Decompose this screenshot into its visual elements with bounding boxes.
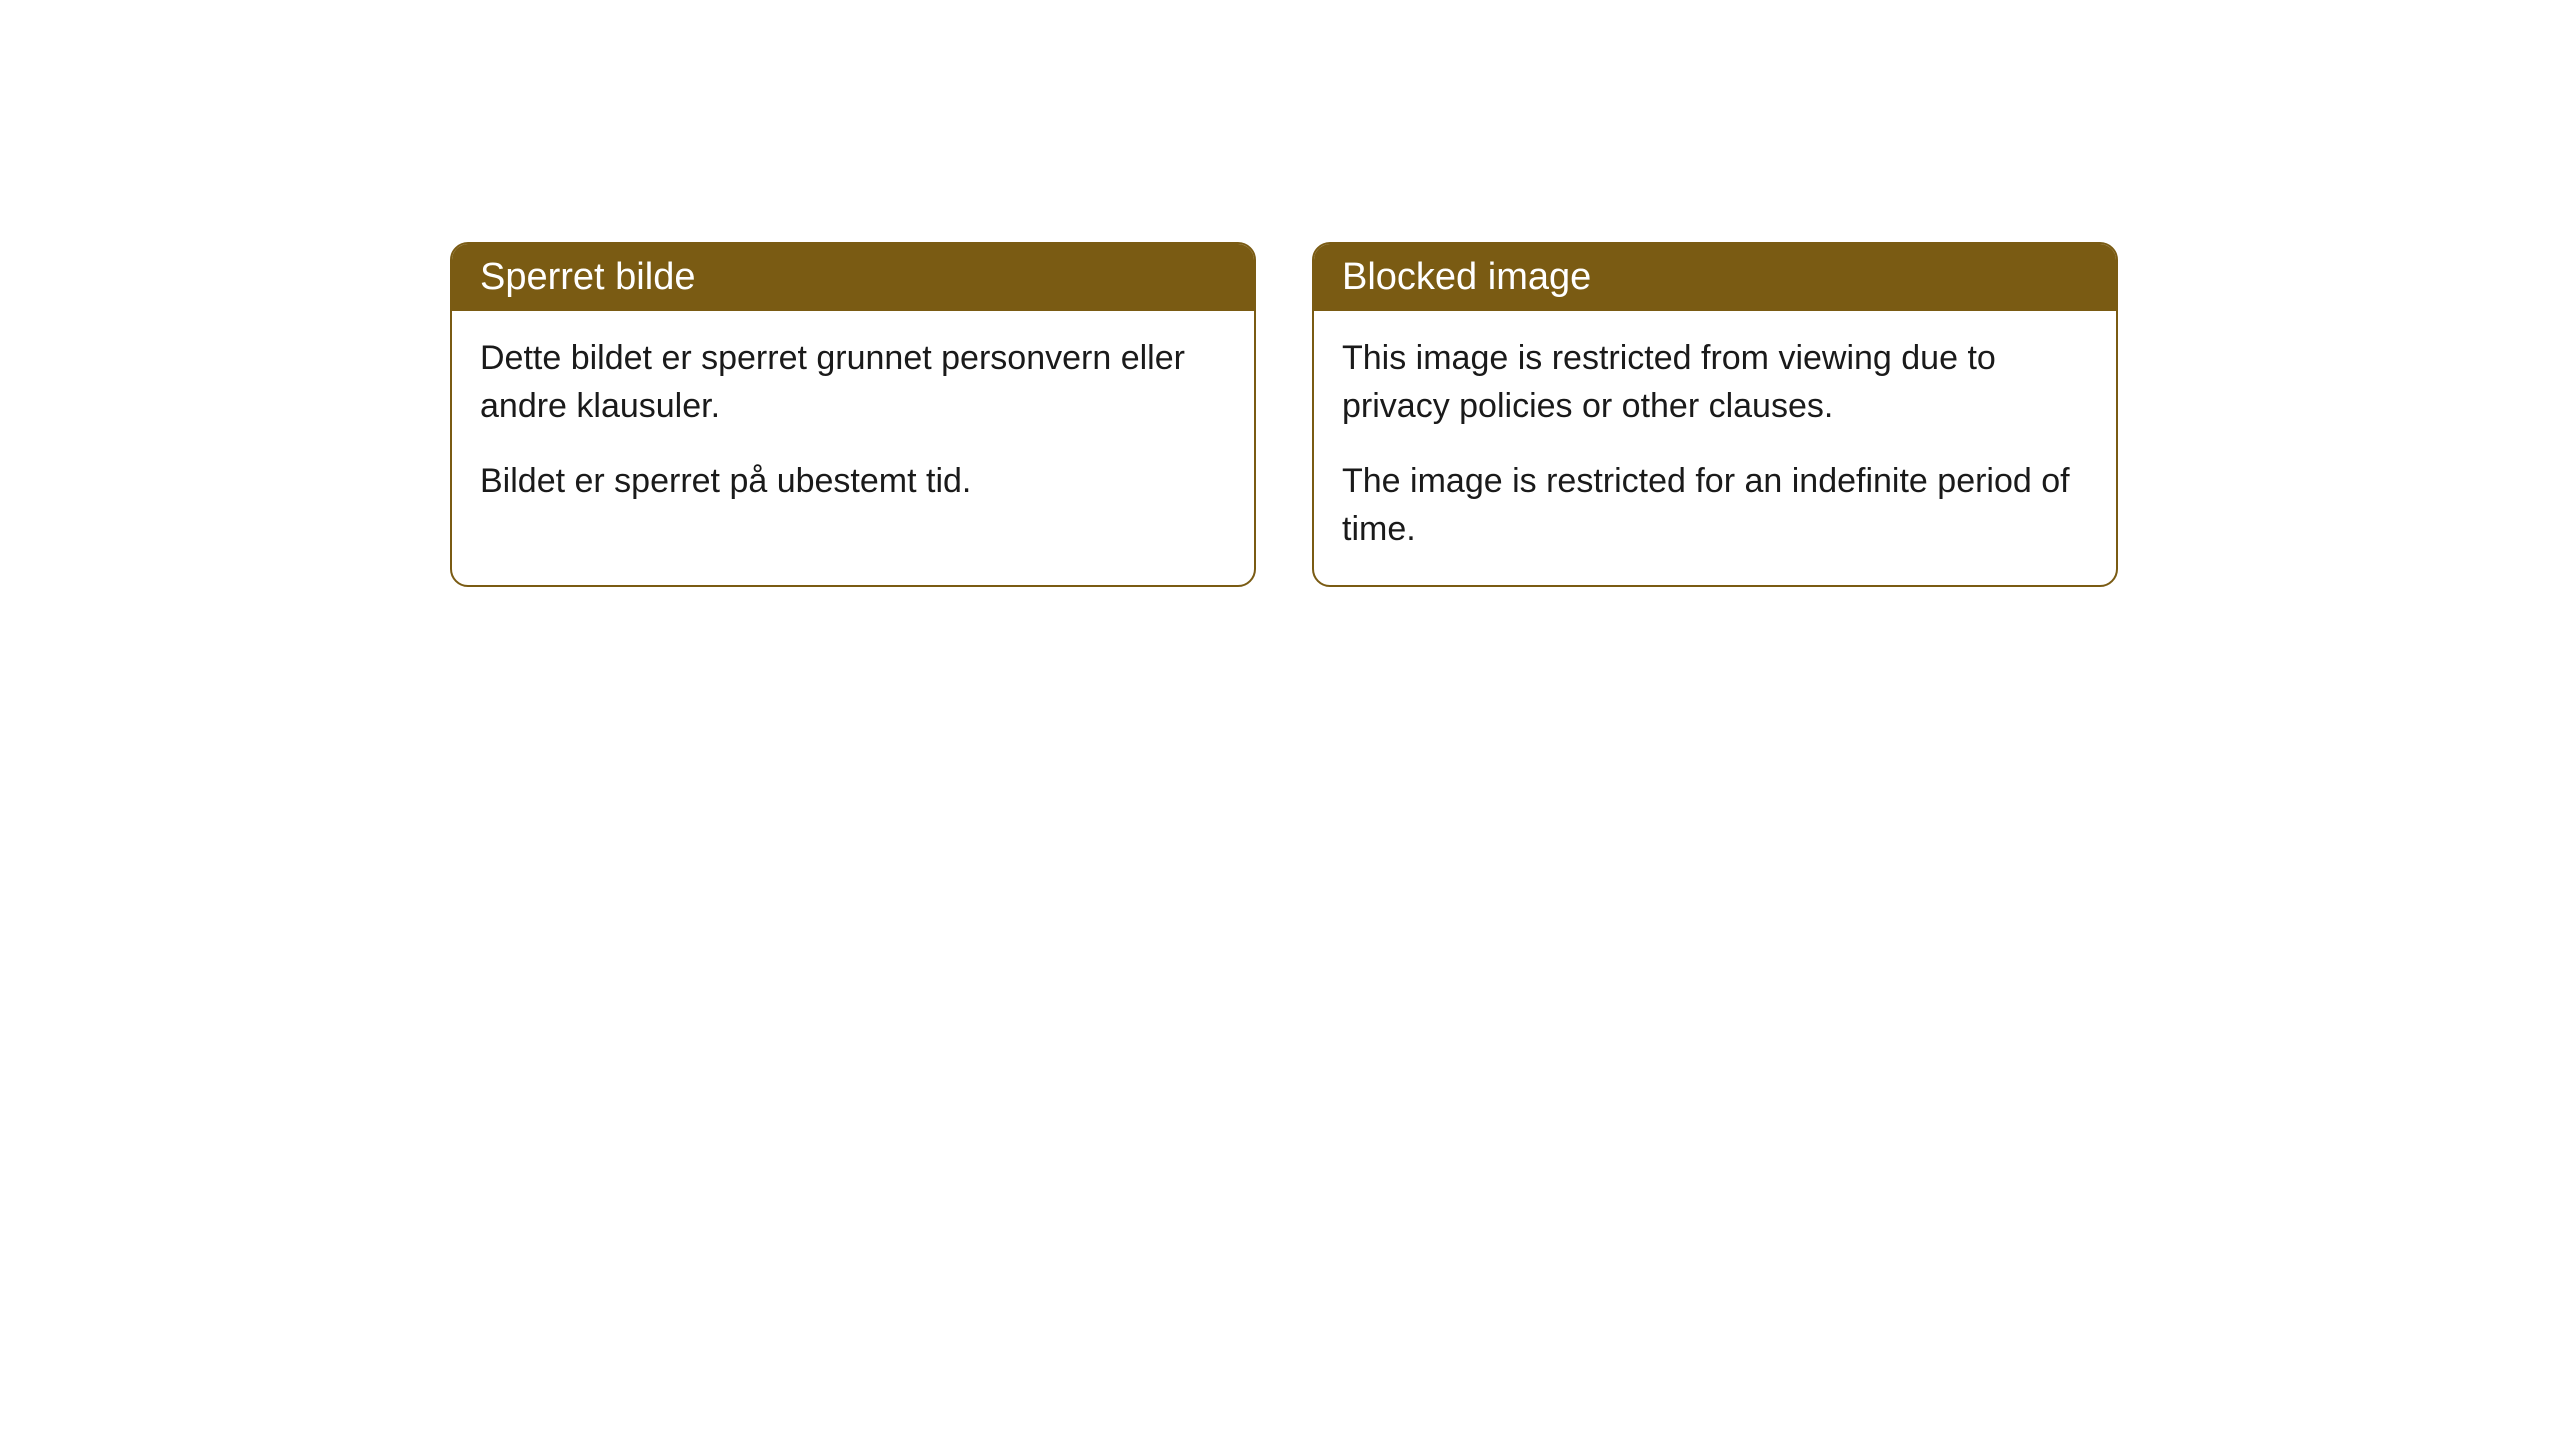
blocked-image-card-norwegian: Sperret bilde Dette bildet er sperret gr… bbox=[450, 242, 1256, 587]
card-paragraph: Dette bildet er sperret grunnet personve… bbox=[480, 335, 1226, 430]
notice-cards-container: Sperret bilde Dette bildet er sperret gr… bbox=[450, 242, 2118, 587]
card-body-norwegian: Dette bildet er sperret grunnet personve… bbox=[452, 311, 1254, 538]
card-header-norwegian: Sperret bilde bbox=[452, 244, 1254, 311]
card-header-english: Blocked image bbox=[1314, 244, 2116, 311]
card-title: Blocked image bbox=[1342, 256, 1591, 298]
card-body-english: This image is restricted from viewing du… bbox=[1314, 311, 2116, 585]
card-paragraph: Bildet er sperret på ubestemt tid. bbox=[480, 458, 1226, 506]
card-title: Sperret bilde bbox=[480, 256, 695, 298]
card-paragraph: This image is restricted from viewing du… bbox=[1342, 335, 2088, 430]
blocked-image-card-english: Blocked image This image is restricted f… bbox=[1312, 242, 2118, 587]
card-paragraph: The image is restricted for an indefinit… bbox=[1342, 458, 2088, 553]
